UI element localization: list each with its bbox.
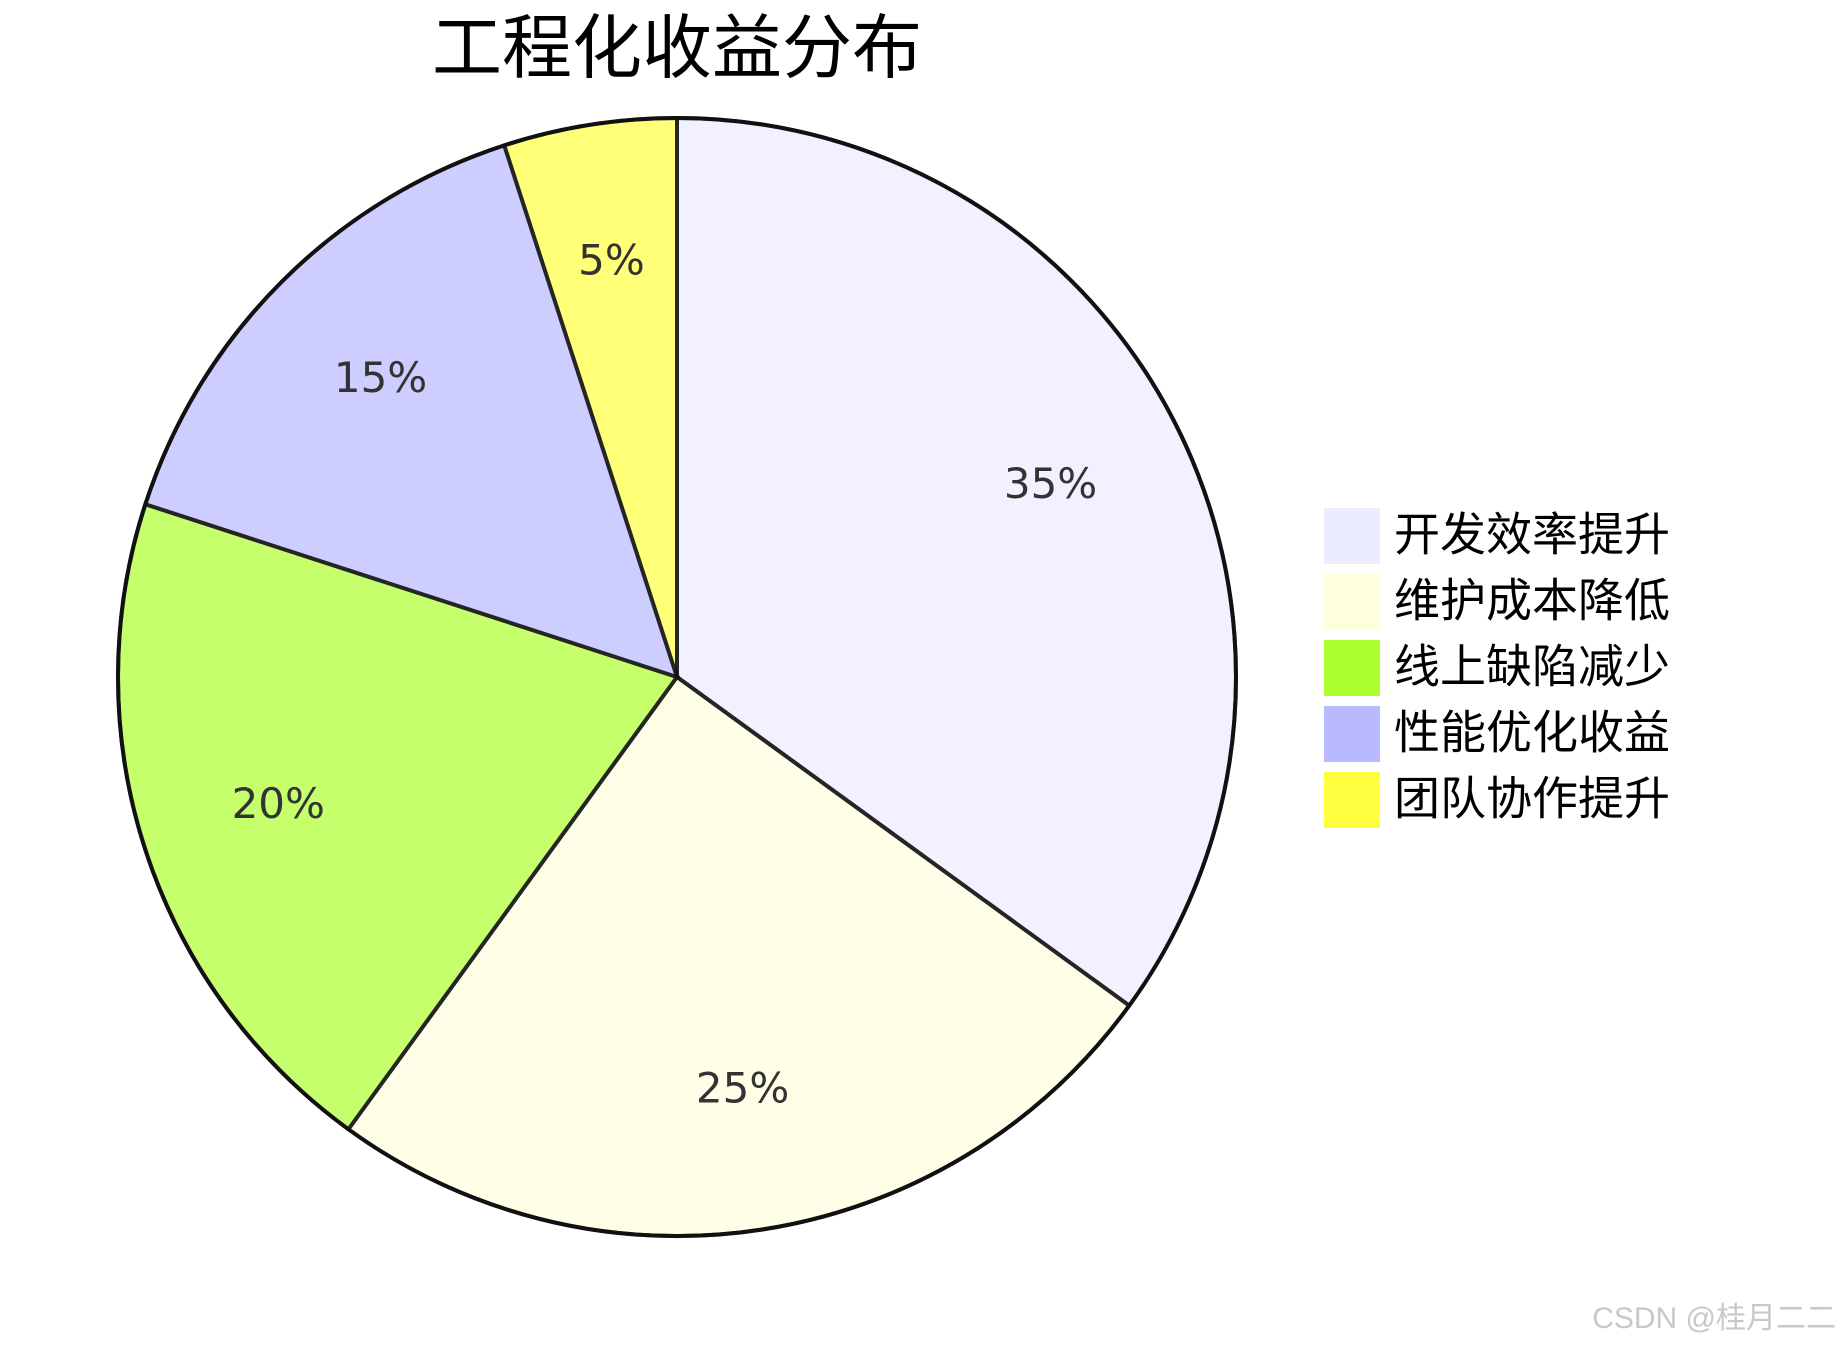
slice-label: 5% [578, 235, 645, 284]
slice-label: 20% [232, 779, 325, 828]
slice-label: 25% [696, 1064, 789, 1113]
legend-label: 性能优化收益 [1394, 706, 1670, 760]
legend-swatch [1324, 508, 1380, 564]
slice-label: 15% [334, 353, 427, 402]
legend-label: 团队协作提升 [1394, 772, 1670, 826]
legend-label: 维护成本降低 [1394, 574, 1670, 628]
watermark: CSDN @桂月二二 [1592, 1302, 1836, 1335]
legend-label: 开发效率提升 [1394, 508, 1670, 562]
pie: 35% 25% 20% 15% 5% [115, 115, 1238, 1238]
legend-label: 线上缺陷减少 [1394, 640, 1670, 694]
chart-title: 工程化收益分布 [432, 7, 922, 89]
pie-outline [116, 116, 1238, 1238]
legend-swatch [1324, 640, 1380, 696]
legend-swatch [1324, 772, 1380, 828]
slice-label: 35% [1004, 459, 1097, 508]
legend-swatch [1324, 574, 1380, 630]
legend-swatch [1324, 706, 1380, 762]
